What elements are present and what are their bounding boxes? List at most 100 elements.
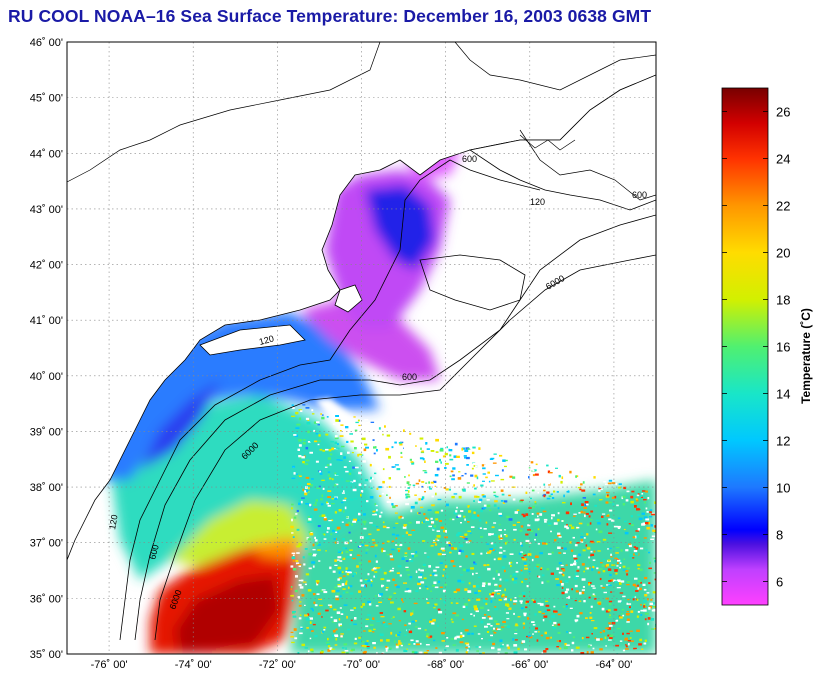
sst-pixel <box>435 566 440 569</box>
sst-pixel <box>389 555 393 558</box>
sst-pixel <box>429 620 433 623</box>
sst-pixel <box>505 603 509 607</box>
sst-pixel <box>476 650 479 652</box>
sst-pixel <box>425 482 428 484</box>
sst-pixel <box>503 550 506 552</box>
sst-pixel <box>311 561 316 564</box>
sst-pixel <box>566 524 568 527</box>
sst-pixel <box>518 552 523 555</box>
sst-pixel <box>423 577 427 580</box>
sst-pixel <box>634 535 637 539</box>
sst-pixel <box>593 476 596 479</box>
sst-pixel <box>626 602 628 605</box>
sst-pixel <box>585 512 589 515</box>
sst-pixel <box>327 527 330 530</box>
sst-pixel <box>365 549 369 551</box>
sst-pixel <box>531 621 535 623</box>
sst-pixel <box>581 589 585 591</box>
sst-pixel <box>451 547 454 550</box>
sst-pixel <box>520 601 523 604</box>
sst-pixel <box>537 528 540 531</box>
sst-pixel <box>601 607 605 611</box>
sst-pixel <box>438 651 442 654</box>
contour-600 <box>134 214 656 641</box>
colorbar-tick-label: 12 <box>776 434 790 449</box>
sst-pixel <box>575 475 577 478</box>
sst-pixel <box>497 507 500 510</box>
sst-pixel <box>526 585 529 588</box>
sst-pixel <box>565 603 568 606</box>
sst-pixel <box>426 520 430 523</box>
sst-pixel <box>459 635 463 638</box>
sst-pixel <box>622 649 626 652</box>
sst-pixel <box>564 643 567 646</box>
sst-pixel <box>304 614 308 617</box>
sst-pixel <box>335 637 338 641</box>
sst-pixel <box>485 581 488 585</box>
sst-pixel <box>492 549 495 551</box>
sst-pixel <box>458 495 462 499</box>
sst-pixel <box>501 493 505 496</box>
sst-pixel <box>388 595 392 599</box>
sst-pixel <box>329 566 332 570</box>
sst-pixel <box>624 639 628 641</box>
sst-pixel <box>531 558 534 562</box>
sst-pixel <box>331 447 335 451</box>
sst-pixel <box>381 492 385 495</box>
sst-pixel <box>301 497 305 499</box>
sst-pixel <box>394 467 399 470</box>
sst-pixel <box>320 413 322 415</box>
sst-pixel <box>326 416 329 418</box>
sst-pixel <box>318 611 321 614</box>
sst-pixel <box>291 532 294 534</box>
sst-pixel <box>464 472 467 475</box>
sst-pixel <box>519 529 523 532</box>
sst-pixel <box>542 494 545 497</box>
sst-pixel <box>432 618 436 622</box>
sargasso-zone <box>290 480 656 654</box>
sst-pixel <box>380 578 385 581</box>
sst-pixel <box>344 417 348 419</box>
sst-pixel <box>392 505 396 509</box>
sst-pixel <box>617 527 621 529</box>
sst-pixel <box>373 628 376 631</box>
sst-pixel <box>650 524 653 527</box>
sst-pixel <box>370 437 375 439</box>
sst-pixel <box>315 433 319 435</box>
sst-pixel <box>502 620 506 623</box>
sst-pixel <box>493 534 497 536</box>
sst-pixel <box>423 521 425 524</box>
sst-pixel <box>566 491 570 493</box>
sst-pixel <box>456 506 458 509</box>
sst-pixel <box>486 543 490 545</box>
sst-pixel <box>346 573 350 576</box>
sst-pixel <box>343 490 345 493</box>
sst-pixel <box>452 518 455 521</box>
sst-pixel <box>382 521 385 524</box>
sst-pixel <box>397 548 401 550</box>
sst-pixel <box>386 639 390 642</box>
sst-pixel <box>396 585 400 589</box>
sst-pixel <box>605 645 607 647</box>
sst-pixel <box>355 421 359 424</box>
sst-pixel <box>337 456 341 458</box>
colorbar <box>721 87 769 606</box>
sst-pixel <box>341 445 345 448</box>
sst-pixel <box>438 520 442 522</box>
sst-pixel <box>543 494 546 498</box>
sst-pixel <box>490 457 495 460</box>
sst-pixel <box>579 591 582 595</box>
sst-pixel <box>329 605 333 608</box>
sst-pixel <box>451 621 454 623</box>
sst-pixel <box>458 549 462 553</box>
sst-pixel <box>291 556 296 560</box>
sst-pixel <box>592 587 596 589</box>
sst-pixel <box>298 564 301 567</box>
sst-pixel <box>635 598 638 601</box>
sst-pixel <box>426 444 430 447</box>
sst-pixel <box>464 518 466 521</box>
sst-pixel <box>376 567 381 569</box>
sst-pixel <box>344 547 347 550</box>
sst-pixel <box>424 471 428 474</box>
